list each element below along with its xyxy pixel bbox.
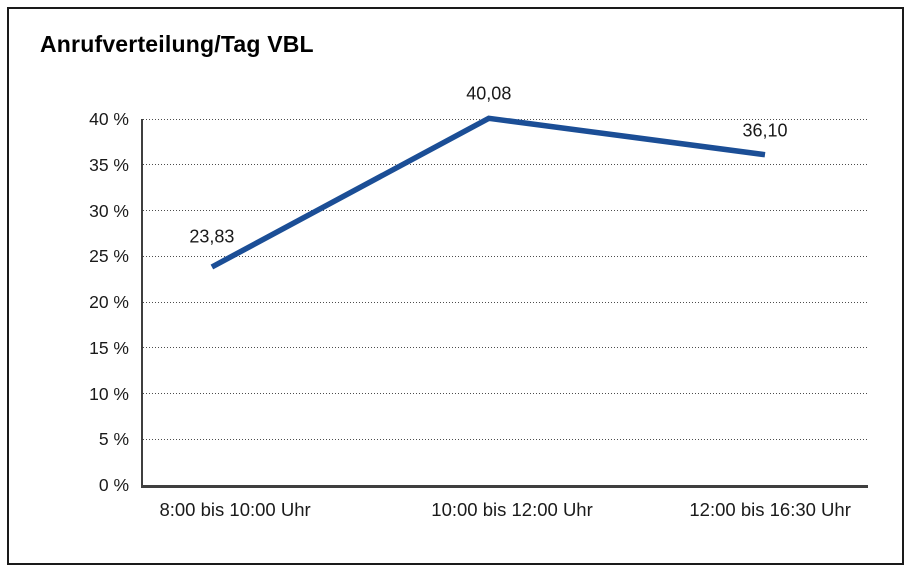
y-tick-label: 5 % [98,429,129,450]
x-category-label: 8:00 bis 10:00 Uhr [159,499,311,520]
gridline [143,210,868,211]
gridline [143,301,868,303]
plot-area: 0 % 5 % 10 % 15 % 20 % 25 % 30 % 35 % 40 % 8:00 … [89,84,868,520]
gridline [143,164,868,166]
y-tick-label: 35 % [89,154,129,175]
line-series [210,115,766,270]
series-line [210,115,766,270]
gridline [143,347,868,349]
y-tick-label: 10 % [89,383,129,404]
x-category-label: 10:00 bis 12:00 Uhr [431,499,593,520]
data-label: 23,83 [189,226,235,247]
y-tick-label: 0 % [98,475,129,495]
x-category-label: 12:00 bis 16:30 Uhr [689,499,851,520]
gridline [143,438,868,440]
y-tick-label: 30 % [89,200,129,221]
y-tick-label: 20 % [89,292,129,312]
gridline [143,255,868,257]
chart-title: Anrufverteilung/Tag VBL [40,31,314,57]
chart-frame: Anrufverteilung/Tag VBL [7,7,904,565]
y-tick-label: 15 % [89,337,129,358]
y-tick-label: 40 % [89,109,129,129]
gridline [143,393,868,394]
data-label: 36,10 [742,120,788,141]
y-tick-label: 25 % [89,246,129,267]
data-label: 40,08 [466,83,512,104]
